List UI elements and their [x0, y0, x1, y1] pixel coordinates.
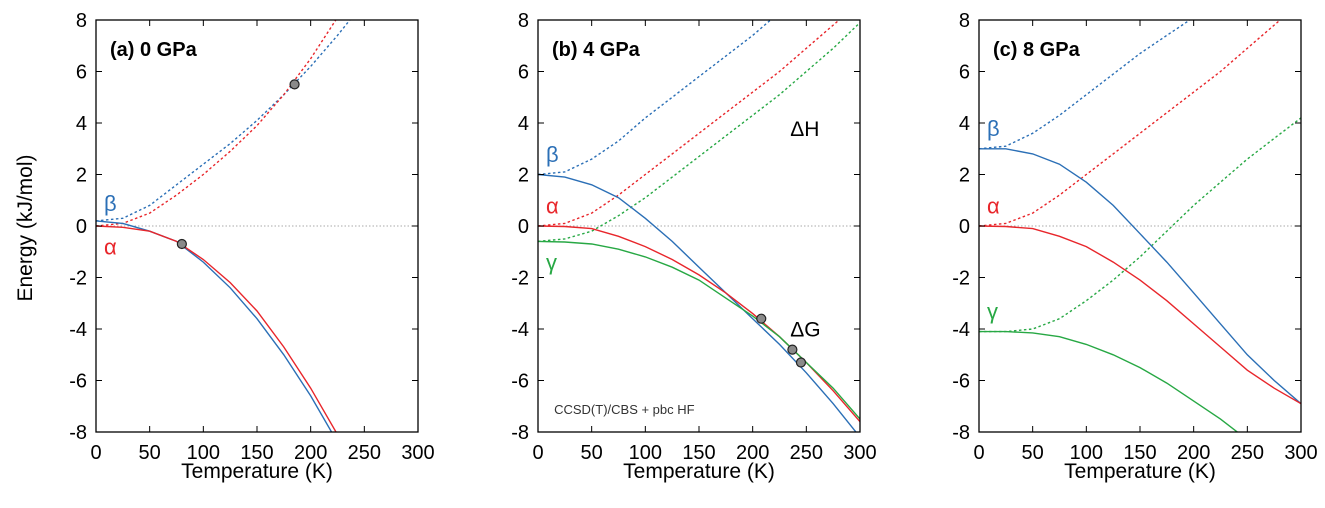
- y-tick-label: -6: [69, 371, 87, 393]
- crossing-marker: [756, 313, 767, 324]
- series-line-dH-gamma: [979, 117, 1301, 333]
- y-tick-label: 6: [518, 62, 529, 84]
- y-tick-label: 8: [518, 10, 529, 32]
- series-label-alpha: α: [104, 235, 117, 260]
- x-tick-label: 300: [401, 442, 434, 464]
- chart-panel-1: 0 50 100 150 200 250 300 -8 -6 -4 -2 0 2 4 6 8 Temperatu…: [69, 10, 434, 483]
- y-tick-label: -4: [952, 319, 970, 341]
- y-tick-label: 6: [76, 62, 87, 84]
- y-tick-label: -2: [69, 268, 87, 290]
- y-tick-label: -4: [511, 319, 529, 341]
- x-tick-label: 0: [973, 442, 984, 464]
- x-tick-label: 150: [682, 442, 715, 464]
- series-label-gamma: γ: [987, 299, 998, 324]
- x-axis-label: Temperature (K): [181, 460, 333, 483]
- series-label-beta: β: [546, 142, 559, 167]
- series-label-gamma: γ: [546, 250, 557, 275]
- annotation: CCSD(T)/CBS + pbc HF: [554, 402, 695, 417]
- x-tick-label: 300: [843, 442, 876, 464]
- series-line-dG-gamma: [979, 330, 1239, 432]
- x-tick-label: 50: [139, 442, 161, 464]
- x-tick-label: 200: [736, 442, 769, 464]
- y-tick-label: 8: [959, 10, 970, 32]
- y-tick-label: -8: [511, 422, 529, 444]
- y-tick-label: -2: [511, 268, 529, 290]
- series-label-alpha: α: [987, 193, 1000, 218]
- x-tick-label: 250: [348, 442, 381, 464]
- y-tick-label: 4: [518, 113, 529, 135]
- series-group: [538, 20, 860, 432]
- x-tick-label: 250: [790, 442, 823, 464]
- x-tick-label: 0: [90, 442, 101, 464]
- panel-title: (b) 4 GPa: [552, 39, 641, 61]
- y-tick-label: -6: [952, 371, 970, 393]
- y-tick-label: 6: [959, 62, 970, 84]
- series-line-dH-alpha: [538, 20, 841, 227]
- y-axis-label: Energy (kJ/mol): [14, 154, 37, 301]
- crossing-marker: [176, 238, 187, 250]
- panel-title: (c) 8 GPa: [993, 39, 1081, 61]
- x-tick-label: 50: [581, 442, 603, 464]
- series-line-dH-alpha: [96, 20, 337, 227]
- x-tick-label: 150: [240, 442, 273, 464]
- y-tick-label: 0: [959, 216, 970, 238]
- annotation: ΔH: [790, 118, 819, 141]
- x-tick-label: 100: [1070, 442, 1103, 464]
- y-tick-label: 4: [76, 113, 87, 135]
- series-line-dH-alpha: [979, 20, 1282, 227]
- crossing-marker: [289, 79, 300, 90]
- panel-title: (a) 0 GPa: [110, 39, 198, 61]
- series-label-beta: β: [987, 116, 1000, 141]
- series-line-dG-gamma: [538, 240, 860, 420]
- series-label-beta: β: [104, 191, 117, 216]
- series-group: [979, 20, 1301, 432]
- crossing-marker: [795, 357, 807, 368]
- x-tick-label: 0: [532, 442, 543, 464]
- series-line-dG-alpha: [96, 225, 337, 432]
- series-line-dG-beta: [979, 148, 1301, 405]
- x-tick-label: 250: [1231, 442, 1264, 464]
- chart-panel-2: 0 50 100 150 200 250 300 -8 -6 -4 -2 0 2 4 6 8 Temperatu…: [511, 10, 876, 483]
- series-line-dH-beta: [979, 20, 1192, 150]
- crossing-marker: [787, 344, 798, 355]
- x-tick-label: 50: [1022, 442, 1044, 464]
- y-tick-label: -4: [69, 319, 87, 341]
- x-tick-label: 150: [1123, 442, 1156, 464]
- annotation: ΔG: [790, 319, 820, 342]
- y-tick-label: -8: [952, 422, 970, 444]
- y-tick-label: -8: [69, 422, 87, 444]
- series-line-dG-beta: [538, 173, 857, 432]
- y-tick-label: 2: [76, 165, 87, 187]
- x-tick-label: 300: [1284, 442, 1317, 464]
- x-tick-label: 200: [294, 442, 327, 464]
- y-tick-label: 2: [959, 165, 970, 187]
- y-tick-label: -6: [511, 371, 529, 393]
- chart-panel-3: 0 50 100 150 200 250 300 -8 -6 -4 -2 0 2 4 6 8 Temperatu…: [952, 10, 1317, 483]
- x-tick-label: 100: [187, 442, 220, 464]
- series-line-dH-beta: [538, 20, 772, 176]
- x-axis-label: Temperature (K): [623, 460, 775, 483]
- y-tick-label: -2: [952, 268, 970, 290]
- y-tick-label: 8: [76, 10, 87, 32]
- series-group: [96, 20, 351, 432]
- x-tick-label: 100: [629, 442, 662, 464]
- y-tick-label: 0: [76, 216, 87, 238]
- series-line-dH-beta: [96, 20, 351, 222]
- series-label-alpha: α: [546, 193, 559, 218]
- series-line-dG-alpha: [979, 225, 1301, 405]
- y-tick-label: 4: [959, 113, 970, 135]
- series-line-dG-beta: [96, 220, 333, 432]
- y-tick-label: 0: [518, 216, 529, 238]
- x-tick-label: 200: [1177, 442, 1210, 464]
- series-line-dH-gamma: [538, 22, 860, 243]
- y-tick-label: 2: [518, 165, 529, 187]
- x-axis-label: Temperature (K): [1064, 460, 1216, 483]
